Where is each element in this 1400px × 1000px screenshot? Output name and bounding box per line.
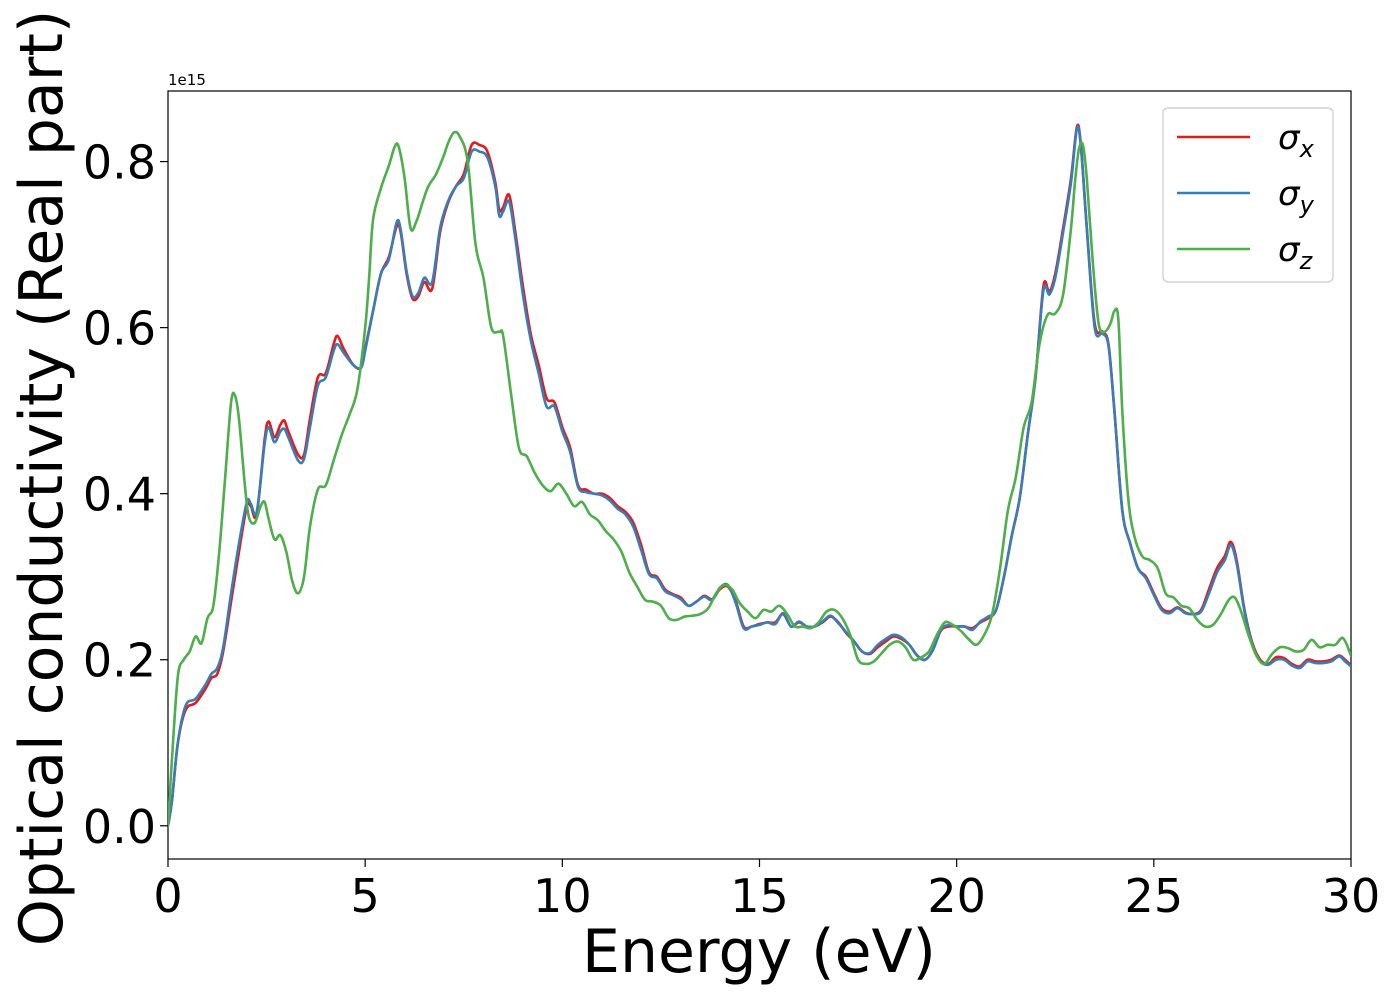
legend-frame: [1162, 107, 1334, 283]
x-tick-label: 10: [533, 869, 592, 923]
legend-label-y: σy: [1278, 174, 1315, 219]
y-tick-label: 0.8: [83, 136, 156, 190]
x-tick-label: 5: [351, 869, 380, 923]
x-tick-label: 25: [1125, 869, 1184, 923]
series-line-z: [168, 130, 1351, 828]
y-tick-label: 0.4: [83, 468, 156, 522]
x-tick-label: 0: [153, 869, 182, 923]
y-tick-label: 0.0: [83, 800, 156, 854]
series-layer: [168, 123, 1351, 828]
ticks-layer: 0 5 10 15 20 25 30 0.0 0.2 0.4 0.6 0.8: [83, 136, 1380, 923]
legend-label-z: σz: [1278, 230, 1314, 275]
series-line-y: [168, 125, 1351, 828]
legend-label-x: σx: [1278, 118, 1315, 163]
y-axis-offset-label: 1e15: [168, 71, 206, 89]
x-tick-label: 15: [730, 869, 789, 923]
y-tick-label: 0.2: [83, 634, 156, 688]
y-tick-label: 0.6: [83, 302, 156, 356]
plot-area: [167, 90, 1352, 860]
legend: σx σy σz: [1162, 107, 1334, 283]
x-axis-label: Energy (eV): [582, 917, 936, 987]
x-tick-label: 30: [1322, 869, 1381, 923]
y-axis-label: Optical conductivity (Real part): [7, 10, 77, 947]
x-tick-label: 20: [927, 869, 986, 923]
